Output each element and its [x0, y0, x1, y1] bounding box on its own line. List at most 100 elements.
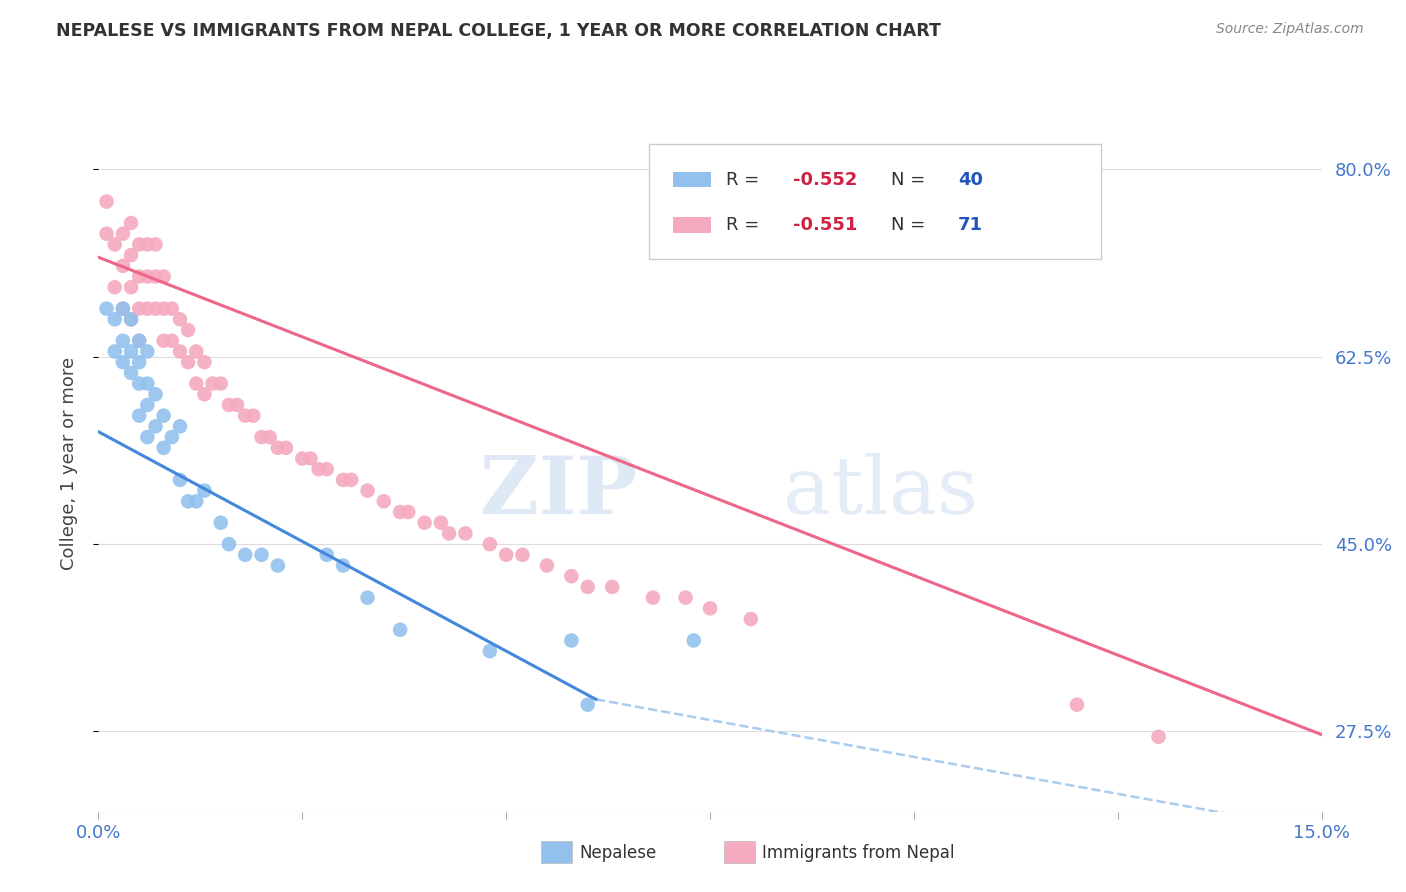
Text: 40: 40 [957, 170, 983, 188]
Point [169, 473, 191, 487]
Text: N =: N = [891, 216, 931, 234]
Point [111, 334, 134, 348]
Point [160, 301, 183, 316]
Point [682, 633, 704, 648]
Point [356, 483, 378, 498]
Point [233, 548, 256, 562]
Point [699, 601, 721, 615]
Point [209, 516, 232, 530]
Point [152, 301, 174, 316]
Point [250, 430, 273, 444]
Point [177, 494, 200, 508]
Point [560, 633, 582, 648]
Point [136, 301, 159, 316]
Point [128, 334, 150, 348]
Point [120, 216, 142, 230]
Point [186, 344, 208, 359]
Point [136, 430, 159, 444]
Text: ZIP: ZIP [479, 452, 637, 531]
Point [536, 558, 558, 573]
Text: atlas: atlas [783, 452, 979, 531]
Point [145, 419, 167, 434]
Point [193, 387, 215, 401]
Point [111, 301, 134, 316]
Point [177, 355, 200, 369]
Point [128, 409, 150, 423]
Point [218, 537, 240, 551]
Point [104, 344, 127, 359]
Point [560, 569, 582, 583]
Point [169, 419, 191, 434]
Point [96, 227, 118, 241]
Point [1066, 698, 1088, 712]
Point [218, 398, 240, 412]
Text: Source: ZipAtlas.com: Source: ZipAtlas.com [1216, 22, 1364, 37]
Point [120, 366, 142, 380]
Point [145, 237, 167, 252]
Point [641, 591, 664, 605]
Point [201, 376, 224, 391]
Point [136, 398, 159, 412]
Point [396, 505, 419, 519]
Point [111, 301, 134, 316]
Point [152, 269, 174, 284]
Text: -0.551: -0.551 [793, 216, 858, 234]
Point [120, 312, 142, 326]
Point [478, 537, 501, 551]
Point [332, 558, 354, 573]
Text: -0.552: -0.552 [793, 170, 858, 188]
Point [267, 441, 290, 455]
Point [152, 441, 174, 455]
Point [274, 441, 297, 455]
Point [413, 516, 436, 530]
Point [340, 473, 363, 487]
Point [576, 580, 599, 594]
Point [299, 451, 322, 466]
Point [120, 280, 142, 294]
Point [308, 462, 330, 476]
Point [1147, 730, 1170, 744]
Point [740, 612, 762, 626]
Point [454, 526, 477, 541]
Point [226, 398, 249, 412]
Point [136, 237, 159, 252]
Point [209, 376, 232, 391]
Point [111, 259, 134, 273]
Point [120, 248, 142, 262]
Point [675, 591, 697, 605]
Text: Immigrants from Nepal: Immigrants from Nepal [762, 844, 955, 862]
FancyBboxPatch shape [673, 218, 711, 233]
Point [600, 580, 623, 594]
Point [111, 355, 134, 369]
Point [389, 505, 412, 519]
Point [267, 558, 290, 573]
Point [478, 644, 501, 658]
Point [177, 323, 200, 337]
Point [152, 409, 174, 423]
Text: Nepalese: Nepalese [579, 844, 657, 862]
Point [186, 494, 208, 508]
Point [495, 548, 517, 562]
Point [291, 451, 314, 466]
Point [186, 376, 208, 391]
Point [152, 334, 174, 348]
Point [233, 409, 256, 423]
Point [120, 312, 142, 326]
Point [437, 526, 460, 541]
Point [136, 376, 159, 391]
Text: NEPALESE VS IMMIGRANTS FROM NEPAL COLLEGE, 1 YEAR OR MORE CORRELATION CHART: NEPALESE VS IMMIGRANTS FROM NEPAL COLLEG… [56, 22, 941, 40]
Point [512, 548, 534, 562]
Point [430, 516, 453, 530]
Point [242, 409, 264, 423]
Point [120, 344, 142, 359]
Point [356, 591, 378, 605]
Point [145, 301, 167, 316]
Text: R =: R = [725, 216, 765, 234]
Point [169, 312, 191, 326]
Point [128, 334, 150, 348]
Point [128, 269, 150, 284]
Point [250, 548, 273, 562]
Point [136, 344, 159, 359]
Y-axis label: College, 1 year or more: College, 1 year or more [59, 358, 77, 570]
Point [128, 376, 150, 391]
